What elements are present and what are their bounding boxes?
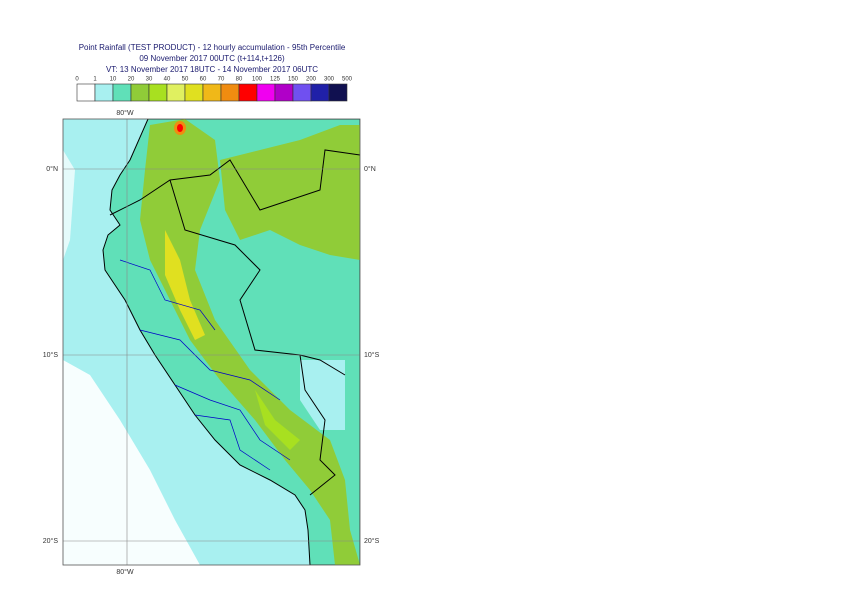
- rain-band: [140, 119, 360, 565]
- legend-swatch: [148, 83, 168, 102]
- legend-swatch: [220, 83, 240, 102]
- legend-swatch: [310, 83, 330, 102]
- heavy-rain: [255, 390, 300, 450]
- legend-swatch: [166, 83, 186, 102]
- legend-label: 20: [128, 77, 135, 83]
- legend-swatch: [184, 83, 204, 102]
- legend-label: 300: [324, 77, 335, 83]
- country-borders: [109, 149, 360, 496]
- subtitle: VT: 13 November 2017 18UTC - 14 November…: [106, 65, 318, 74]
- subtitle: 09 November 2017 00UTC (t+114,t+126): [139, 54, 285, 63]
- heavy-rain: [177, 124, 183, 132]
- legend-label: 50: [182, 77, 189, 83]
- legend-label: 150: [288, 77, 299, 83]
- dry-area: [63, 150, 75, 260]
- lat-label: 10°S: [43, 351, 59, 359]
- legend-swatch: [256, 83, 276, 102]
- lat-label: 0°N: [364, 165, 376, 173]
- legend-label: 0: [75, 77, 79, 83]
- legend-swatch: [328, 83, 348, 102]
- legend-swatch: [202, 83, 222, 102]
- legend-label: 1: [93, 77, 97, 83]
- light-rain: [300, 360, 345, 430]
- legend-label: 70: [218, 77, 225, 83]
- legend-label: 500: [342, 77, 353, 83]
- graticule: [63, 119, 360, 565]
- legend-swatch: [238, 83, 258, 102]
- color-legend: 0 1 10 20 30 40 50 60 70 80 100 125 150 200 300 500: [75, 77, 353, 102]
- legend-swatch: [292, 83, 312, 102]
- region-borders: [119, 259, 291, 471]
- header: Point Rainfall (TEST PRODUCT) - 12 hourl…: [79, 43, 346, 74]
- map: 80°W 80°W 0°N 0°N 10°S 10°S 20°S 20°S: [43, 109, 380, 576]
- lon-label: 80°W: [116, 109, 134, 117]
- legend-label: 30: [146, 77, 153, 83]
- legend-label: 40: [164, 77, 171, 83]
- lat-label: 20°S: [364, 537, 380, 545]
- legend-label: 125: [270, 77, 281, 83]
- legend-label: 10: [110, 77, 117, 83]
- heavy-rain: [165, 230, 205, 340]
- legend-swatch: [94, 83, 114, 102]
- legend-swatch: [274, 83, 294, 102]
- lat-label: 10°S: [364, 351, 380, 359]
- legend-label: 200: [306, 77, 317, 83]
- lon-label: 80°W: [116, 568, 134, 576]
- rain-area: [220, 125, 360, 260]
- dry-area: [63, 360, 200, 565]
- legend-label: 100: [252, 77, 263, 83]
- legend-swatch: [76, 83, 96, 102]
- map-frame: [62, 118, 361, 566]
- legend-swatch: [112, 83, 132, 102]
- title: Point Rainfall (TEST PRODUCT) - 12 hourl…: [79, 43, 346, 52]
- lat-label: 20°S: [43, 537, 59, 545]
- legend-label: 60: [200, 77, 207, 83]
- legend-swatch: [130, 83, 150, 102]
- lat-label: 0°N: [46, 165, 58, 173]
- legend-label: 80: [236, 77, 243, 83]
